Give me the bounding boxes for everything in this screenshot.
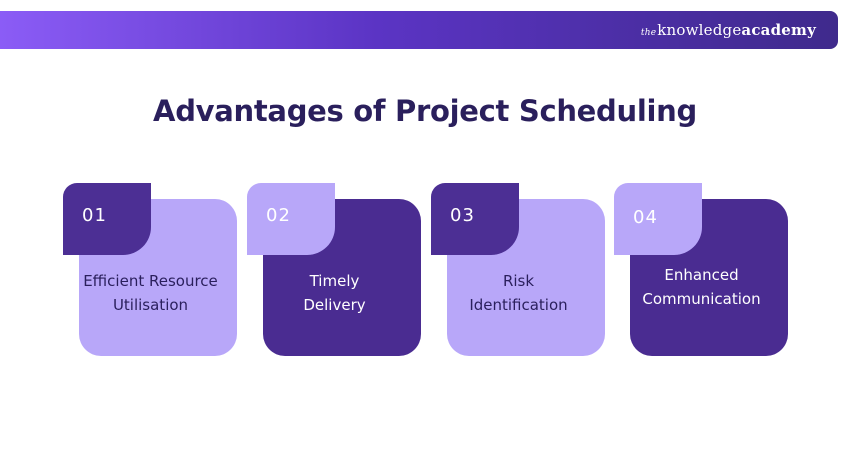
page-title: Advantages of Project Scheduling [153,94,697,128]
card-number-tab [614,183,702,255]
card-label-line1: Efficient Resource [83,272,218,290]
card-label-line2: Identification [469,296,568,314]
advantage-card-4: 04 Enhanced Communication [614,183,789,358]
card-number-tab [63,183,151,255]
card-label-line1: Risk [502,272,535,290]
card-number-tab [431,183,519,255]
advantage-card-1: 01 Efficient Resource Utilisation [63,183,238,358]
knowledge-academy-logo: theknowledgeacademy [641,21,816,39]
card-label: Timely Delivery [247,269,422,317]
card-label-line2: Utilisation [112,296,189,314]
card-number: 04 [633,207,658,228]
card-number-tab [247,183,335,255]
logo-main: knowledge [657,21,742,39]
card-number: 03 [450,205,475,226]
logo-prefix: the [640,28,657,38]
logo-accent: academy [741,21,816,39]
card-label-line2: Delivery [303,296,366,314]
card-label: Enhanced Communication [614,263,789,311]
card-label-line1: Enhanced [664,266,739,284]
card-label-line2: Communication [642,290,761,308]
header-banner: theknowledgeacademy [0,11,838,49]
card-number: 01 [82,205,107,226]
card-label: Efficient Resource Utilisation [63,269,238,317]
card-label-line1: Timely [309,272,360,290]
advantage-card-2: 02 Timely Delivery [247,183,422,358]
advantage-card-3: 03 Risk Identification [431,183,606,358]
card-label: Risk Identification [431,269,606,317]
card-number: 02 [266,205,291,226]
